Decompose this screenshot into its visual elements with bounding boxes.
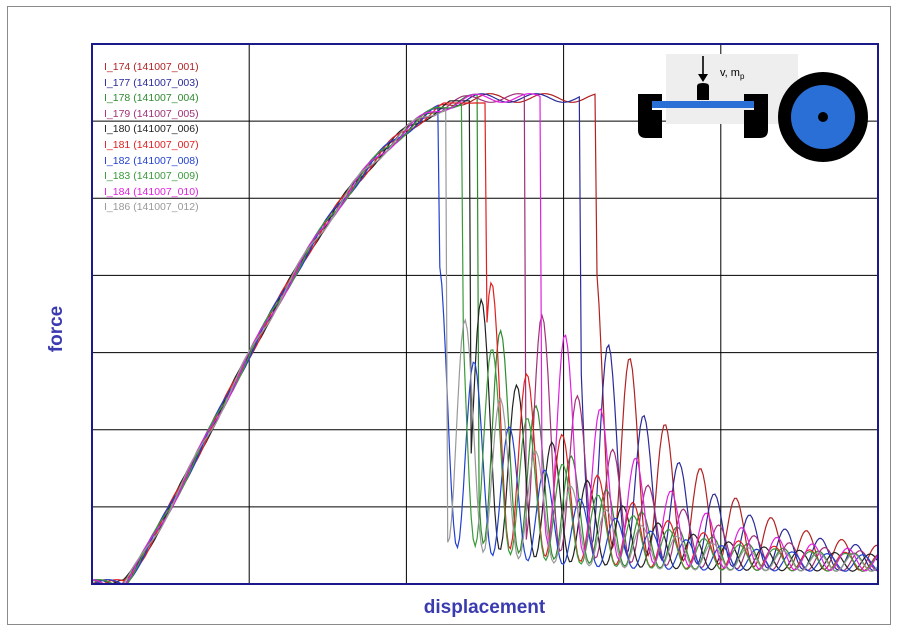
legend-entry: I_181 (141007_007) — [104, 138, 199, 151]
right-support — [744, 94, 768, 138]
series-line — [91, 93, 879, 585]
inset-label: v, mp — [720, 67, 745, 81]
legend-entry: I_180 (141007_006) — [104, 123, 199, 136]
legend-entry: I_174 (141007_001) — [104, 61, 199, 73]
legend-entry: I_184 (141007_010) — [104, 185, 199, 198]
left-support — [638, 94, 662, 138]
series-line — [92, 104, 879, 585]
legend-entry: I_178 (141007_004) — [104, 92, 199, 105]
velocity-arrowhead-icon — [698, 74, 708, 82]
specimen-bar — [652, 101, 764, 108]
series-line — [92, 100, 879, 585]
y-axis-label: force — [46, 305, 67, 353]
series-line — [91, 103, 879, 585]
cross-section-center — [818, 112, 828, 122]
series-curves — [91, 93, 879, 585]
series-line — [92, 102, 879, 585]
legend-entry: I_186 (141007_012) — [104, 201, 199, 214]
legend: I_174 (141007_001) I_177 (141007_003) I_17… — [104, 60, 199, 216]
x-axis-label: displacement — [423, 597, 546, 618]
impactor-striker — [697, 83, 709, 100]
plot-border — [91, 43, 879, 585]
figure-frame — [7, 6, 891, 625]
legend-entry: I_179 (141007_005) — [104, 107, 199, 120]
test-setup-inset: v, mp — [638, 54, 868, 162]
legend-entry: I_183 (141007_009) — [104, 170, 199, 183]
inset-background — [666, 54, 798, 124]
series-line — [91, 107, 879, 585]
legend-entry: I_182 (141007_008) — [104, 154, 199, 167]
legend-entry: I_177 (141007_003) — [104, 76, 199, 89]
